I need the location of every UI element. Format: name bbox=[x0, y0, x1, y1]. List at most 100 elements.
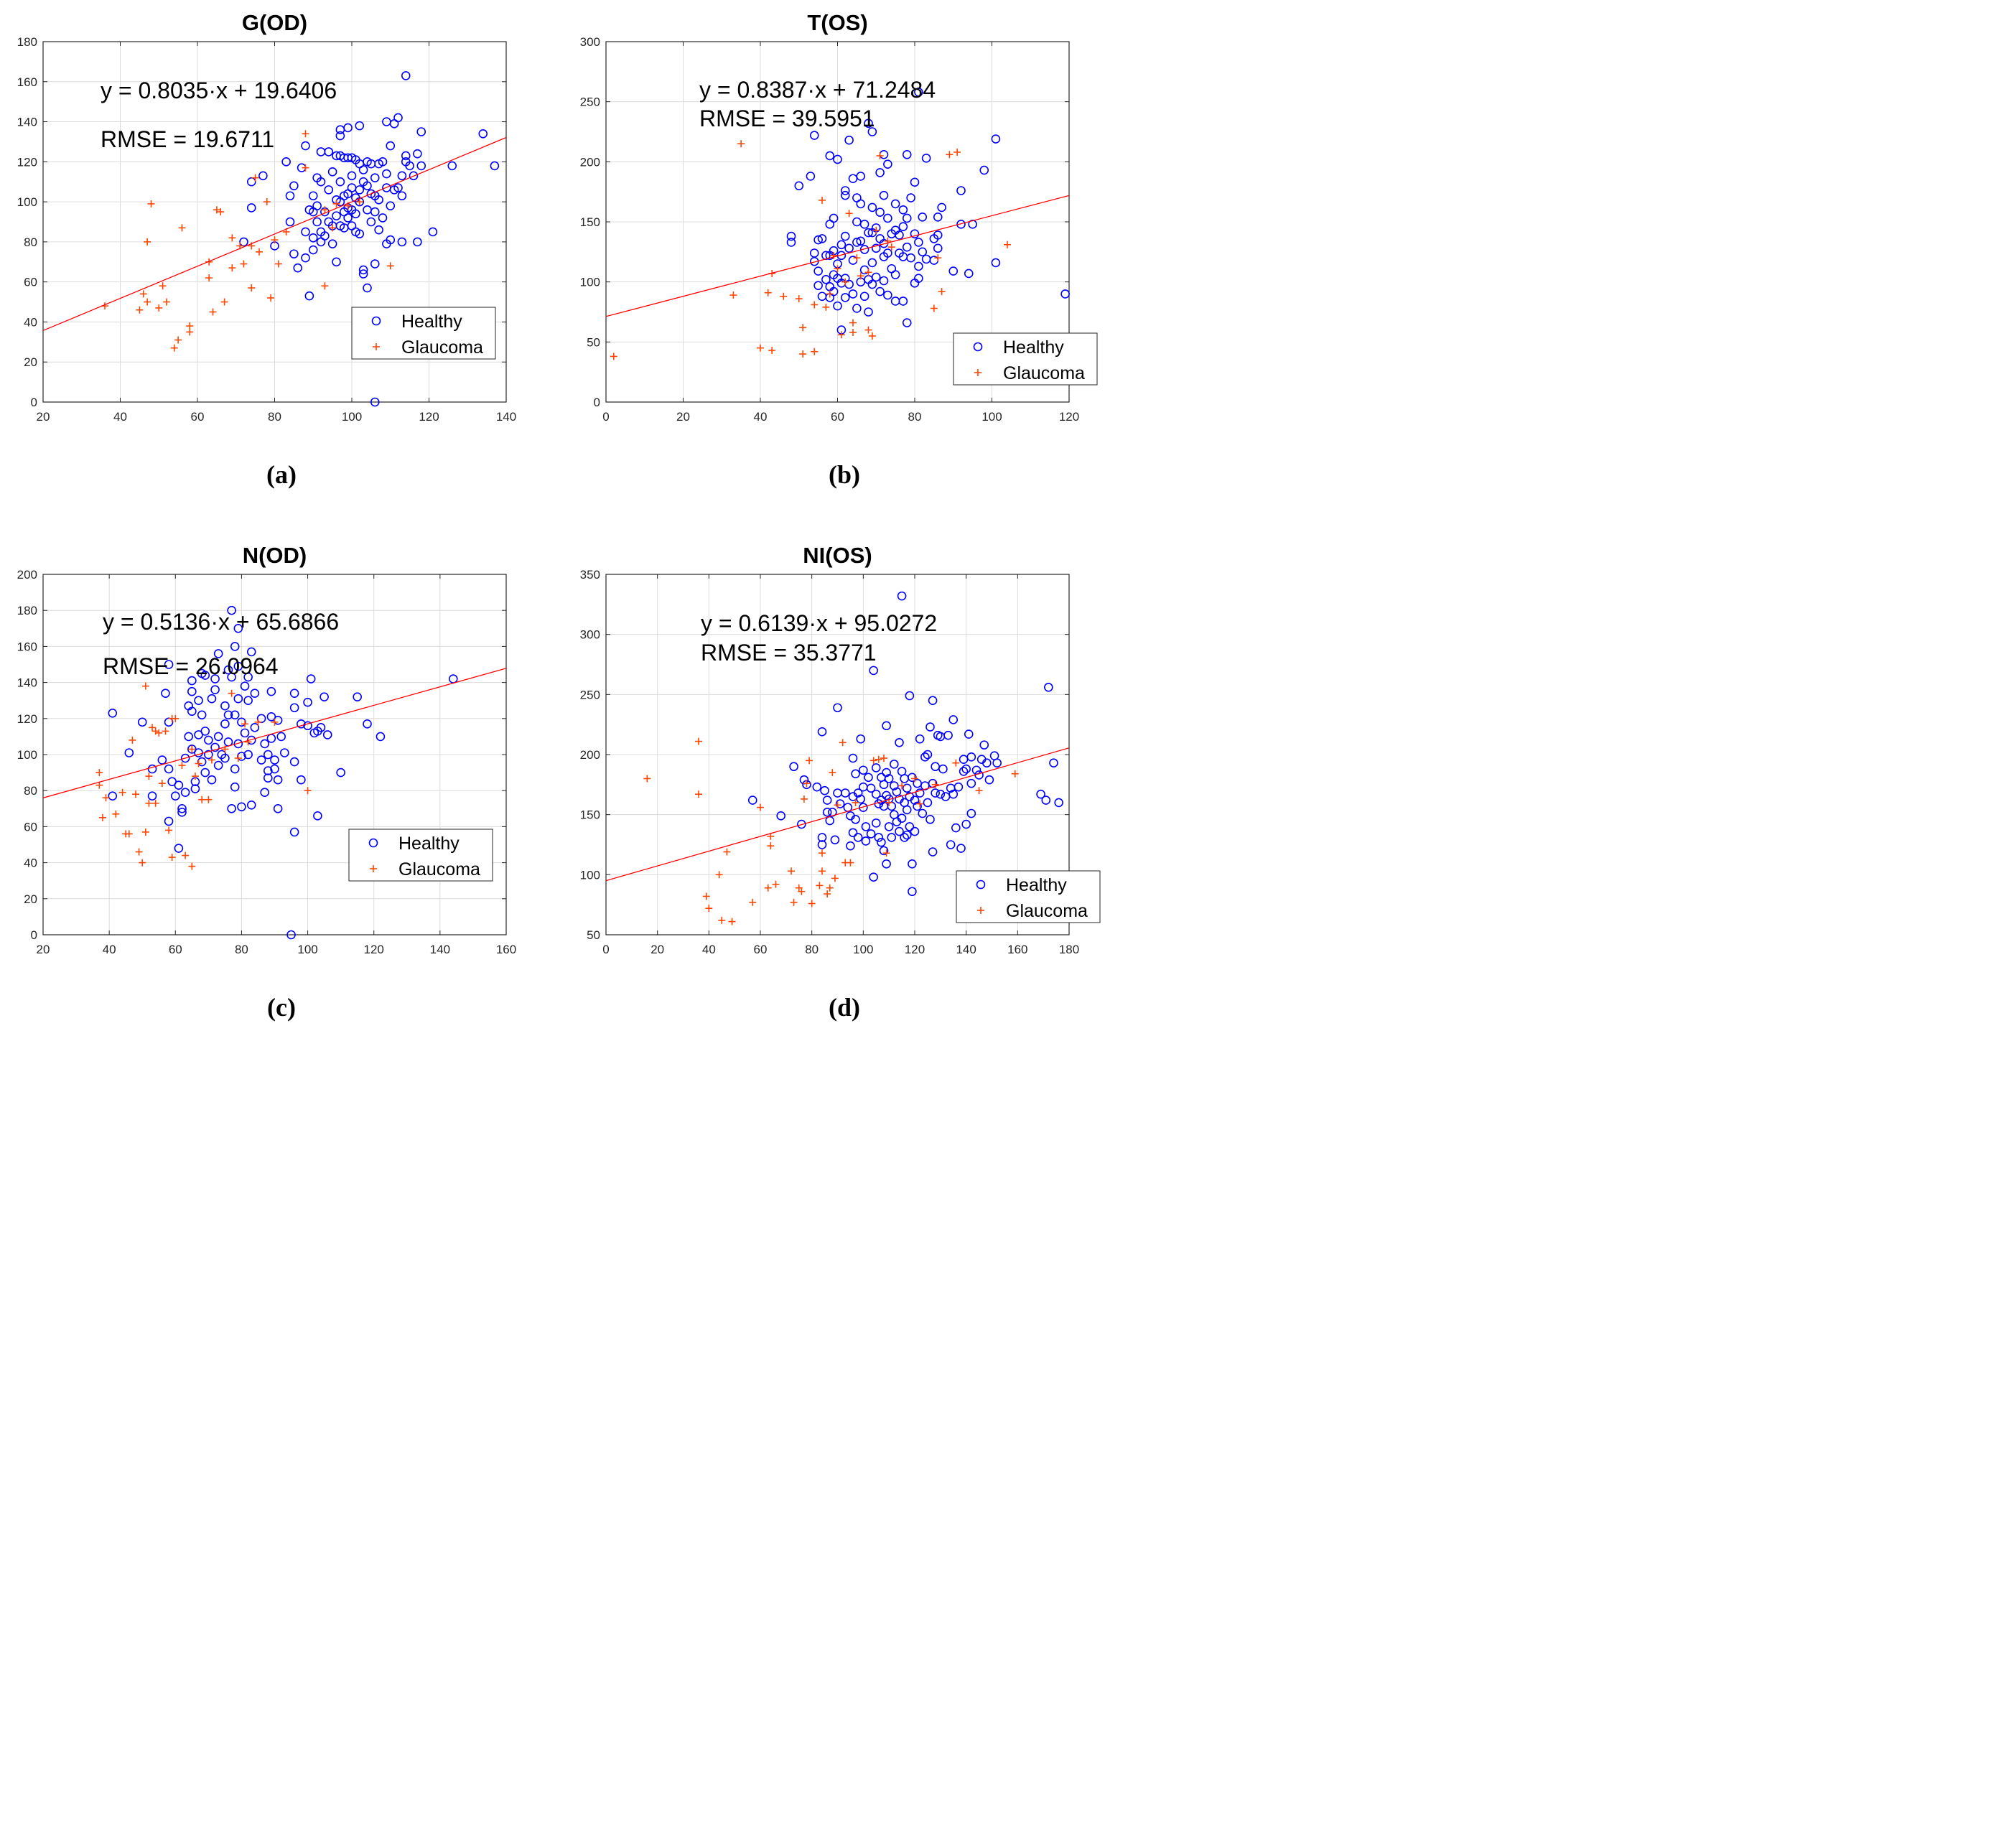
x-tick-label: 100 bbox=[981, 410, 1002, 424]
data-point-healthy bbox=[297, 775, 306, 785]
data-point-healthy bbox=[210, 685, 220, 694]
data-point-healthy bbox=[413, 149, 422, 159]
data-point-glaucoma bbox=[1004, 241, 1011, 248]
data-point-healthy bbox=[1060, 289, 1070, 299]
y-tick-label: 140 bbox=[17, 676, 37, 690]
data-point-healthy bbox=[840, 190, 850, 200]
panel-c: N(OD) 20 40 60 80 100 120 140 160 0 20 40 60 80 100 120… bbox=[0, 533, 563, 1055]
data-point-healthy bbox=[263, 766, 273, 775]
data-point-healthy bbox=[233, 739, 243, 749]
data-point-healthy bbox=[869, 872, 878, 882]
data-point-healthy bbox=[289, 249, 299, 258]
data-point-healthy bbox=[220, 701, 230, 711]
data-point-healthy bbox=[335, 131, 345, 141]
data-point-healthy bbox=[923, 798, 933, 808]
data-point-healthy bbox=[910, 229, 920, 239]
data-point-healthy bbox=[984, 775, 994, 785]
data-point-healthy bbox=[490, 161, 500, 171]
y-tick-label: 180 bbox=[17, 35, 37, 49]
data-point-glaucoma bbox=[151, 727, 159, 735]
data-point-healthy bbox=[324, 147, 334, 157]
data-point-glaucoma bbox=[208, 756, 215, 764]
data-point-glaucoma bbox=[205, 274, 213, 282]
y-tick-label: 200 bbox=[17, 568, 37, 582]
data-point-healthy bbox=[273, 716, 283, 725]
data-point-healthy bbox=[966, 808, 976, 818]
data-point-healthy bbox=[833, 154, 842, 164]
chart-svg: G(OD)20 40 60 80 100 120 140020406080100120140… bbox=[17, 10, 517, 424]
legend: Healthy Glaucoma bbox=[351, 307, 496, 360]
data-point-healthy bbox=[848, 828, 858, 838]
data-point-healthy bbox=[374, 225, 383, 235]
data-point-healthy bbox=[397, 191, 407, 201]
x-tick-label: 100 bbox=[342, 410, 362, 424]
data-point-healthy bbox=[200, 727, 210, 736]
data-point-glaucoma bbox=[271, 718, 279, 726]
data-point-healthy bbox=[306, 674, 316, 683]
data-point-healthy bbox=[293, 263, 303, 273]
fit-line bbox=[43, 668, 506, 798]
fit-line bbox=[606, 195, 1069, 317]
y-tick-label: 50 bbox=[587, 928, 600, 942]
data-point-healthy bbox=[386, 141, 396, 151]
legend-label: Healthy bbox=[1003, 337, 1064, 358]
data-point-healthy bbox=[108, 791, 118, 801]
data-point-glaucoma bbox=[847, 859, 854, 867]
data-point-glaucoma bbox=[217, 208, 225, 216]
data-point-glaucoma bbox=[139, 859, 146, 867]
data-point-healthy bbox=[928, 847, 938, 857]
data-point-glaucoma bbox=[869, 757, 877, 765]
data-point-healthy bbox=[187, 676, 197, 686]
data-point-glaucoma bbox=[144, 238, 151, 246]
data-point-glaucoma bbox=[274, 260, 282, 268]
data-point-glaucoma bbox=[186, 322, 194, 330]
x-tick-label: 120 bbox=[905, 943, 925, 956]
data-point-glaucoma bbox=[263, 198, 271, 206]
data-point-healthy bbox=[918, 808, 928, 818]
data-point-glaucoma bbox=[643, 775, 651, 783]
data-point-healthy bbox=[416, 127, 426, 136]
data-point-healthy bbox=[786, 238, 796, 247]
data-point-healthy bbox=[263, 773, 273, 783]
x-tick-label: 20 bbox=[651, 943, 664, 956]
data-point-healthy bbox=[906, 193, 915, 202]
data-point-glaucoma bbox=[145, 773, 153, 780]
data-point-glaucoma bbox=[147, 200, 155, 207]
data-point-glaucoma bbox=[767, 842, 775, 850]
data-point-glaucoma bbox=[880, 755, 887, 762]
data-point-glaucoma bbox=[304, 787, 312, 795]
data-point-healthy bbox=[1036, 789, 1045, 799]
y-tick-label: 0 bbox=[31, 396, 37, 409]
data-point-healthy bbox=[890, 781, 899, 790]
data-point-healthy bbox=[227, 605, 236, 615]
legend-label: Healthy bbox=[401, 312, 462, 332]
data-point-glaucoma bbox=[141, 682, 149, 690]
data-point-glaucoma bbox=[849, 328, 857, 336]
data-point-healthy bbox=[161, 689, 170, 698]
data-point-healthy bbox=[260, 739, 269, 749]
data-point-glaucoma bbox=[868, 332, 876, 340]
data-point-healthy bbox=[856, 794, 866, 804]
data-point-healthy bbox=[263, 750, 273, 760]
rmse-annotation: RMSE = 35.3771 bbox=[701, 640, 877, 666]
x-tick-label: 100 bbox=[853, 943, 873, 956]
data-point-glaucoma bbox=[610, 353, 617, 360]
data-point-healthy bbox=[820, 785, 829, 795]
data-point-healthy bbox=[227, 803, 236, 813]
data-point-healthy bbox=[923, 750, 933, 760]
data-point-healthy bbox=[846, 841, 855, 851]
data-point-healthy bbox=[910, 795, 920, 805]
data-point-glaucoma bbox=[129, 736, 136, 744]
data-point-healthy bbox=[266, 686, 276, 696]
data-point-healthy bbox=[332, 257, 341, 267]
data-point-healthy bbox=[836, 251, 847, 261]
data-point-healthy bbox=[829, 213, 839, 223]
data-point-healthy bbox=[879, 780, 889, 790]
data-point-healthy bbox=[890, 760, 899, 769]
data-point-healthy bbox=[875, 286, 885, 297]
data-point-healthy bbox=[908, 887, 917, 897]
data-point-healthy bbox=[902, 149, 912, 159]
caption-text: (a) bbox=[266, 460, 297, 489]
data-point-healthy bbox=[320, 692, 329, 701]
y-tick-label: 0 bbox=[594, 396, 600, 409]
